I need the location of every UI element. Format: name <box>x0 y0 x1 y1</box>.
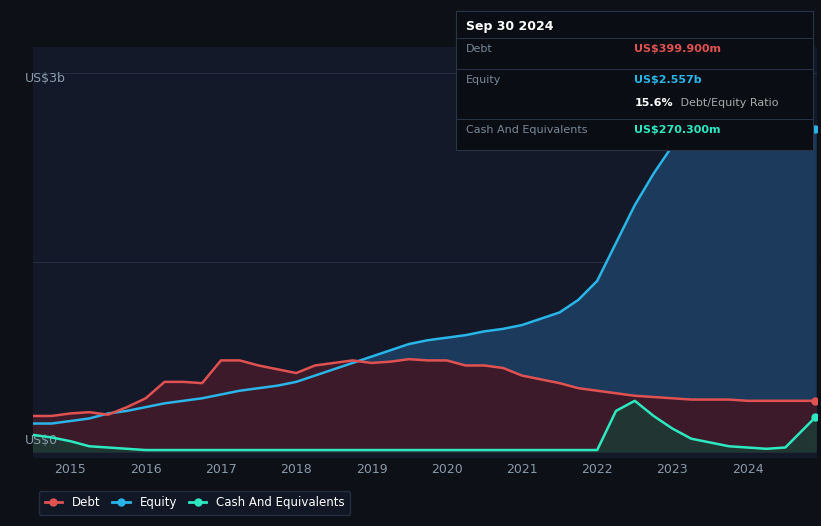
Legend: Debt, Equity, Cash And Equivalents: Debt, Equity, Cash And Equivalents <box>39 491 351 515</box>
Text: US$270.300m: US$270.300m <box>635 125 721 135</box>
Text: 15.6%: 15.6% <box>635 98 673 108</box>
Text: Equity: Equity <box>466 75 502 85</box>
Text: Cash And Equivalents: Cash And Equivalents <box>466 125 588 135</box>
Text: US$3b: US$3b <box>25 72 66 85</box>
Text: US$399.900m: US$399.900m <box>635 44 721 54</box>
Text: US$2.557b: US$2.557b <box>635 75 702 85</box>
Text: Sep 30 2024: Sep 30 2024 <box>466 21 554 33</box>
Text: Debt: Debt <box>466 44 493 54</box>
Text: Debt/Equity Ratio: Debt/Equity Ratio <box>677 98 778 108</box>
Text: US$0: US$0 <box>25 434 58 447</box>
